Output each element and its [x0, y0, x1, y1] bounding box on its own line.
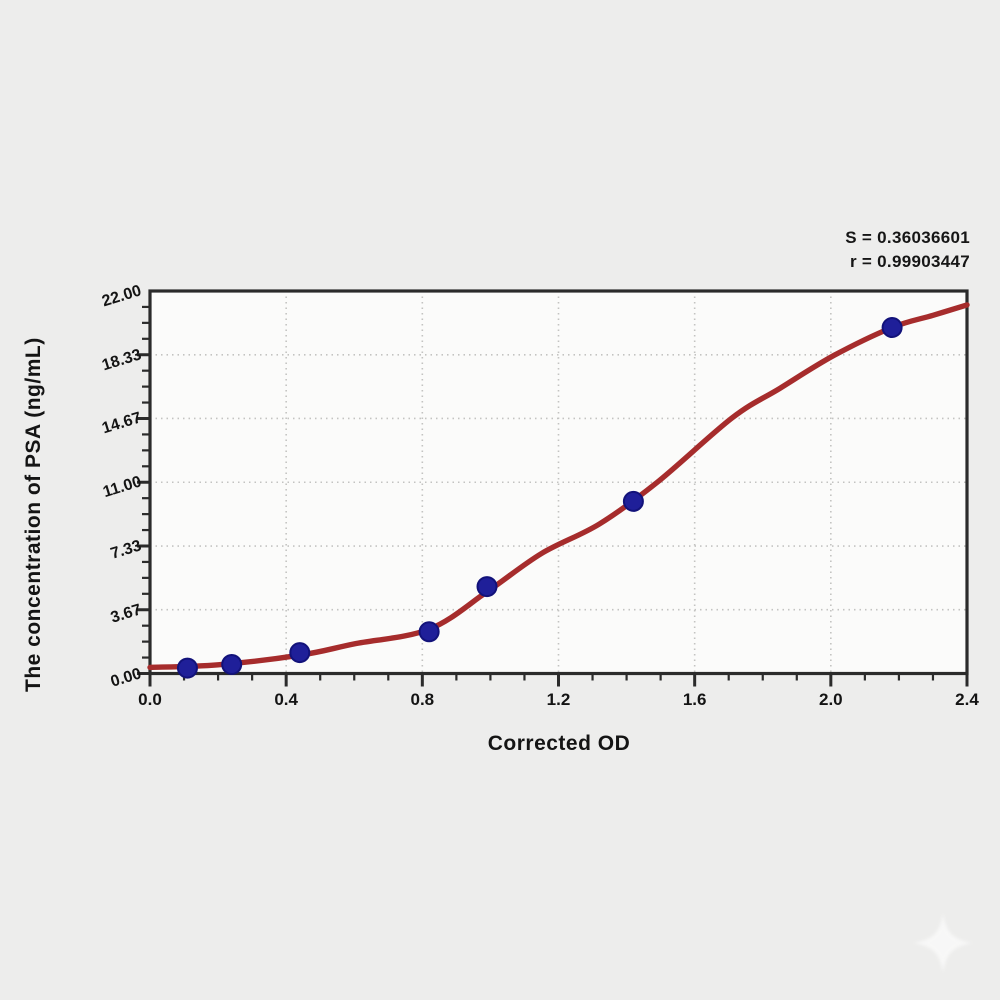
- x-tick-label: 0.0: [138, 689, 162, 709]
- y-axis-title: The concentration of PSA (ng/mL): [22, 337, 45, 692]
- x-tick-label: 2.0: [819, 689, 843, 709]
- x-axis-title: Corrected OD: [487, 732, 631, 755]
- fit-stat-r: r = 0.99903447: [849, 252, 970, 271]
- data-point: [418, 621, 440, 643]
- x-tick-label: 0.4: [274, 689, 298, 709]
- data-point: [289, 642, 311, 664]
- data-point: [476, 576, 498, 598]
- data-point: [622, 490, 644, 512]
- data-point: [176, 657, 198, 679]
- x-tick-label: 0.8: [410, 689, 435, 709]
- plot-border: [148, 289, 969, 676]
- x-tick-label: 1.2: [546, 689, 571, 709]
- data-point: [881, 317, 903, 339]
- x-tick-label: 2.4: [955, 689, 979, 709]
- data-point: [221, 653, 243, 675]
- sparkle-watermark: [914, 914, 972, 972]
- x-tick-label: 1.6: [682, 689, 707, 709]
- fit-stat-s: S = 0.36036601: [845, 228, 970, 247]
- fit-statistics: S = 0.36036601 r = 0.99903447: [845, 226, 970, 274]
